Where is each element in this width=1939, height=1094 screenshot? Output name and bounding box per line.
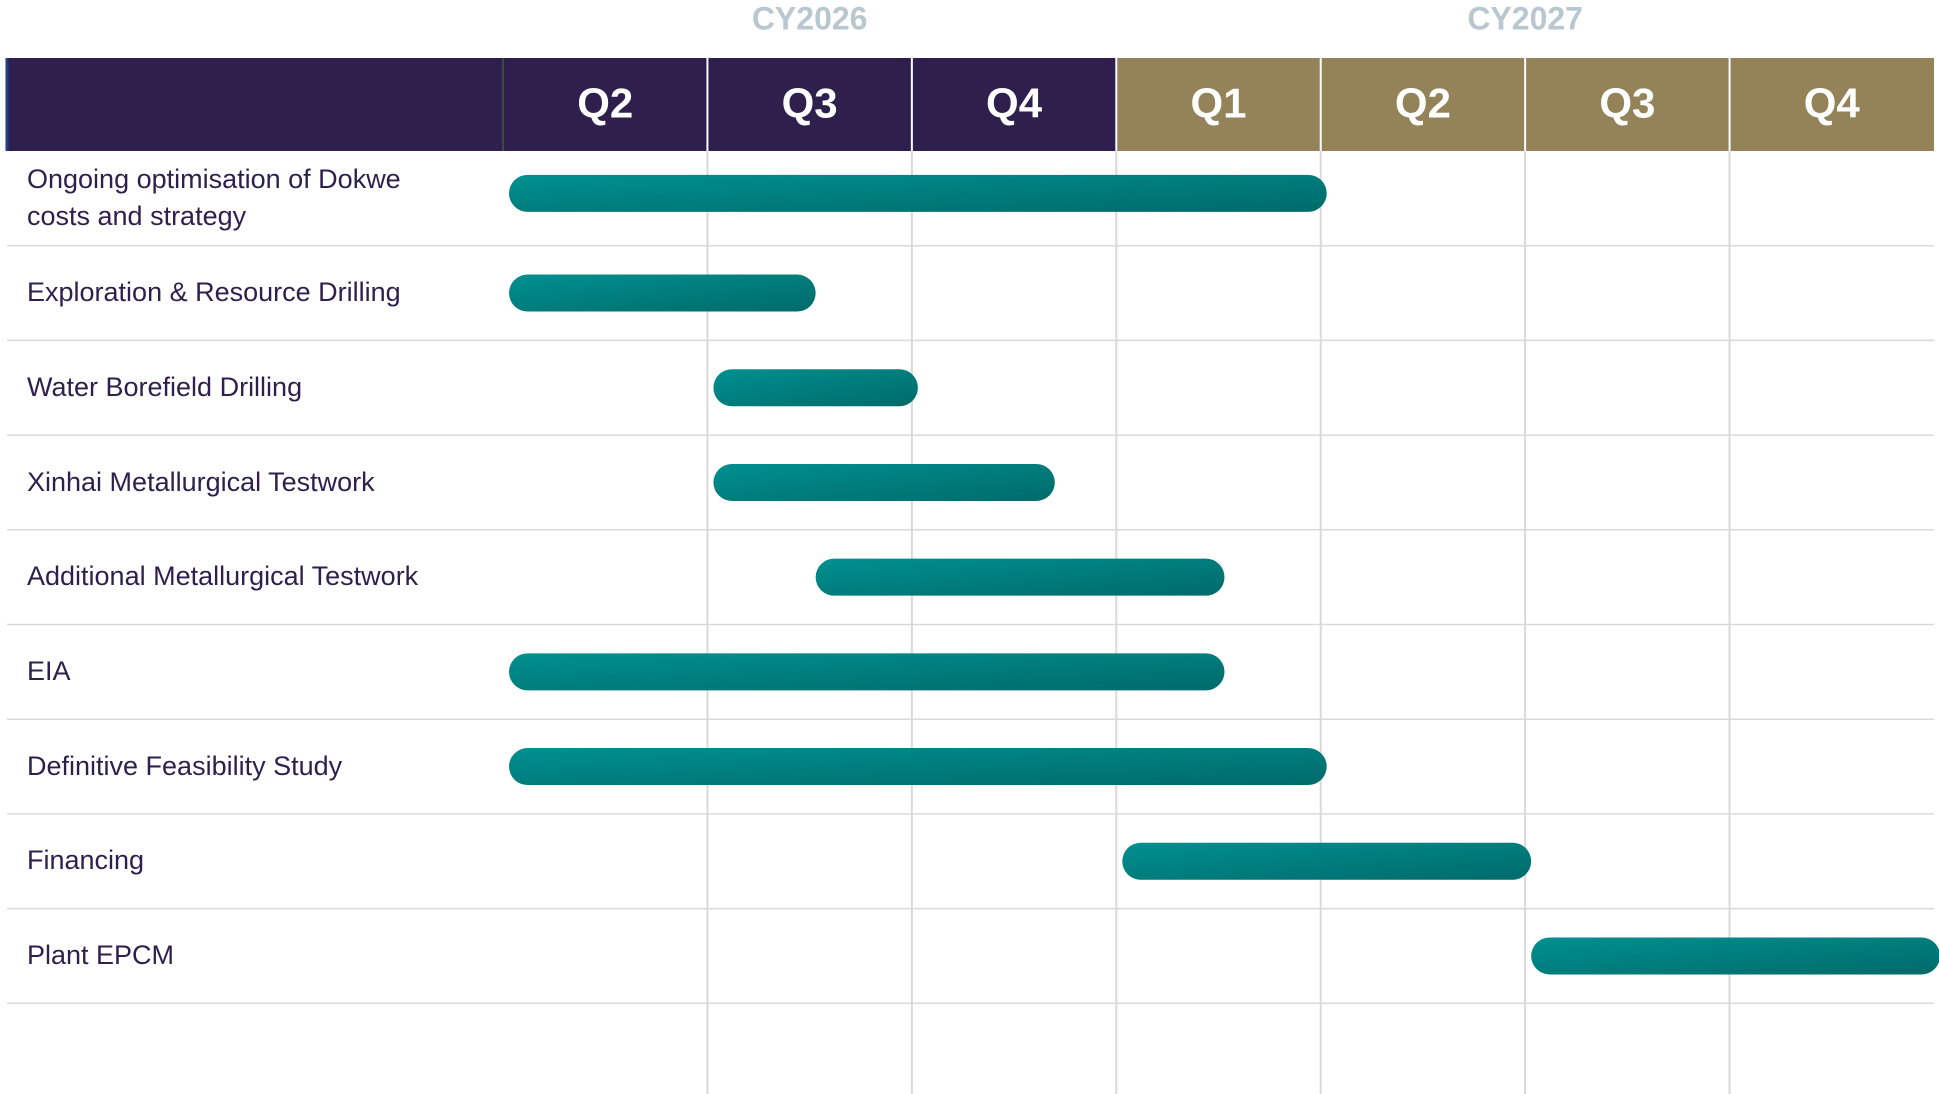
task-bar xyxy=(815,558,1225,596)
task-label: Additional Metallurgical Testwork xyxy=(27,561,419,592)
quarter-header xyxy=(1729,58,1934,151)
quarter-label: Q2 xyxy=(1395,80,1451,127)
quarter-label: Q1 xyxy=(1190,80,1246,127)
task-label: Ongoing optimisation of Dokwe costs and … xyxy=(27,163,401,232)
task-bar xyxy=(509,174,1327,212)
quarter-header xyxy=(707,58,912,151)
task-label-box: Xinhai Metallurgical Testwork xyxy=(27,466,375,497)
quarter-header xyxy=(1116,58,1321,151)
task-label: Exploration & Resource Drilling xyxy=(27,277,401,308)
task-label-box: Plant EPCM xyxy=(27,940,175,971)
task-bar xyxy=(1531,937,1939,975)
task-bar xyxy=(509,748,1327,786)
task-bar xyxy=(509,653,1225,691)
task-label-box: Ongoing optimisation of Dokwe costs and … xyxy=(27,163,401,232)
task-label-box: Definitive Feasibility Study xyxy=(27,750,343,781)
header-label-cell xyxy=(7,58,503,151)
quarter-header xyxy=(1525,58,1730,151)
task-label: Water Borefield Drilling xyxy=(27,371,303,402)
quarter-label: Q3 xyxy=(1599,80,1655,127)
task-label: EIA xyxy=(27,655,71,686)
quarter-label: Q4 xyxy=(1804,80,1861,127)
task-label: Definitive Feasibility Study xyxy=(27,750,343,781)
year-label: CY2027 xyxy=(1467,0,1583,36)
quarter-header xyxy=(503,58,708,151)
task-label-box: Additional Metallurgical Testwork xyxy=(27,561,419,592)
quarter-label: Q4 xyxy=(986,80,1043,127)
task-bar xyxy=(713,369,918,407)
task-bar xyxy=(509,274,816,312)
year-label: CY2026 xyxy=(752,0,868,36)
quarter-label: Q2 xyxy=(577,80,633,127)
task-bar xyxy=(713,463,1055,501)
quarter-header xyxy=(1320,58,1526,151)
task-label: Plant EPCM xyxy=(27,940,175,971)
task-label: Xinhai Metallurgical Testwork xyxy=(27,466,375,497)
task-label-box: Water Borefield Drilling xyxy=(27,371,303,402)
quarter-label: Q3 xyxy=(782,80,838,127)
task-label-box: EIA xyxy=(27,655,71,686)
task-label-box: Financing xyxy=(27,845,145,876)
task-bar xyxy=(1122,842,1532,880)
quarter-header xyxy=(911,58,1117,151)
task-label: Financing xyxy=(27,845,145,876)
task-label-box: Exploration & Resource Drilling xyxy=(27,277,401,308)
